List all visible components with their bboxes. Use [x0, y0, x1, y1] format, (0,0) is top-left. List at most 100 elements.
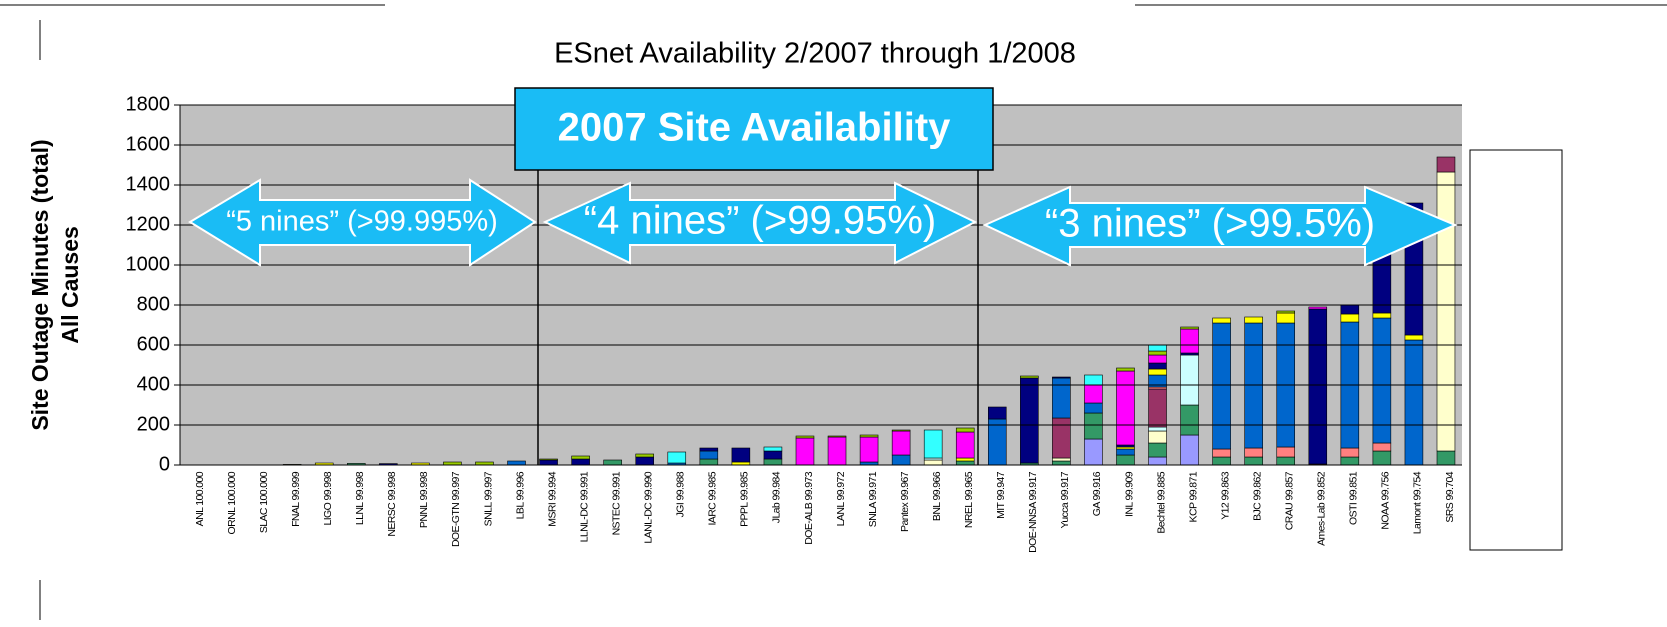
bar-segment	[827, 436, 847, 466]
chart-title: ESnet Availability 2/2007 through 1/2008	[554, 38, 1076, 70]
bar-segment	[571, 458, 590, 466]
bar-segment	[603, 459, 622, 466]
arrow-label: “3 nines” (>99.5%)	[1045, 202, 1375, 246]
bar-segment	[1436, 450, 1456, 466]
y-tick-label: 0	[159, 453, 170, 475]
x-tick-label: IARC 99.985	[707, 471, 719, 525]
y-axis-label: All Causes	[57, 226, 83, 344]
bar-segment	[1052, 376, 1071, 379]
bar-segment	[827, 435, 847, 438]
y-tick-label: 400	[137, 373, 170, 395]
bar-segment	[1180, 354, 1199, 406]
bar-segment	[1404, 334, 1424, 341]
arrow-label: “5 nines” (>99.995%)	[226, 206, 498, 238]
bar-segment	[1148, 430, 1167, 444]
y-tick-label: 200	[137, 413, 170, 435]
bar-segment	[1212, 317, 1231, 324]
bar-segment	[955, 460, 975, 466]
bar-segment	[1052, 457, 1071, 462]
bar-segment	[1244, 447, 1263, 458]
x-tick-label: MIT 99.947	[995, 471, 1007, 519]
bar-segment	[667, 451, 687, 464]
bar-segment	[699, 450, 719, 460]
bar-segment	[923, 429, 943, 459]
bar-segment	[1244, 456, 1263, 466]
x-tick-label: Yucca 99.917	[1059, 471, 1071, 528]
x-tick-label: PNNL 99.998	[418, 471, 430, 528]
bar-segment	[1052, 460, 1071, 466]
bar-segment	[1180, 434, 1199, 466]
bar-segment	[763, 458, 783, 466]
x-tick-label: BJC 99.862	[1251, 471, 1263, 521]
x-tick-label: SRS 99.704	[1444, 471, 1456, 522]
bar-segment	[1180, 404, 1199, 436]
bar-segment	[795, 437, 815, 466]
x-tick-label: BNL 99.966	[931, 471, 943, 521]
x-tick-label: KCP 99.871	[1187, 471, 1199, 522]
bar-segment	[1180, 328, 1199, 354]
bar-segment	[795, 435, 815, 439]
bar-segment	[1276, 456, 1295, 466]
x-tick-label: DOE-GTN 99.997	[450, 471, 462, 547]
bar-segment	[859, 434, 879, 438]
x-tick-label: LLNL 99.998	[354, 471, 366, 525]
y-tick-label: 600	[137, 333, 170, 355]
bar-segment	[988, 418, 1007, 466]
x-tick-label: JLab 99.984	[771, 471, 783, 523]
bar-segment	[988, 406, 1007, 420]
bar-segment	[1404, 339, 1424, 466]
x-tick-label: SNLL 99.997	[482, 471, 494, 526]
y-tick-label: 1000	[126, 253, 171, 275]
bar-segment	[1276, 312, 1295, 324]
bar-segment	[1148, 426, 1167, 432]
x-tick-label: SNLA 99.971	[867, 471, 879, 527]
bar-segment	[763, 446, 783, 452]
y-tick-label: 1400	[126, 173, 171, 195]
bar-segment	[699, 458, 719, 466]
bar-segment	[1372, 450, 1392, 466]
arrow	[542, 181, 978, 265]
bar-segment	[1308, 306, 1328, 310]
bar-segment	[1148, 354, 1167, 364]
bar-segment	[699, 447, 719, 452]
annotations: “5 nines” (>99.995%) “4 nines” (>99.95%)…	[188, 87, 1458, 465]
bar-segment	[1436, 156, 1456, 173]
x-tick-label: DOE-NNSA 99.917	[1027, 471, 1039, 553]
bar-segment	[1148, 344, 1167, 352]
bar-segment	[1180, 326, 1199, 330]
bar-segment	[507, 460, 526, 466]
y-tick-label: 1200	[126, 213, 171, 235]
bar-segment	[891, 429, 911, 432]
bar-segment	[891, 430, 911, 456]
bar-segment	[1020, 377, 1039, 464]
x-tick-label: Pantex 99.967	[899, 471, 911, 532]
bar-segment	[955, 457, 975, 462]
x-tick-label: NERSC 99.998	[386, 471, 398, 536]
bar-segment	[1148, 350, 1167, 356]
arrow-label: “4 nines” (>99.95%)	[584, 199, 936, 243]
x-tick-label: LANL 99.972	[835, 471, 847, 526]
bar-segment	[1116, 367, 1135, 372]
bar-segment	[955, 427, 975, 433]
bar-segment	[1148, 456, 1167, 466]
bar-segment	[1340, 313, 1360, 323]
bar-segment	[1372, 312, 1392, 319]
bar-segment	[731, 447, 751, 463]
bar-segment	[635, 453, 654, 458]
bar-segment	[1340, 456, 1360, 466]
bar-segment	[1084, 438, 1103, 466]
bar-segment	[1148, 368, 1167, 376]
title-box	[514, 87, 994, 171]
x-tick-label: GA 99.916	[1091, 471, 1103, 516]
bar-segment	[1084, 412, 1103, 440]
bar-segment	[891, 454, 911, 466]
bar-segment	[1372, 442, 1392, 452]
x-tick-label: FNAL 99.999	[290, 471, 302, 527]
bar-segment	[1244, 316, 1263, 324]
x-tick-label: DOE-ALB 99.973	[803, 471, 815, 544]
y-tick-label: 1600	[126, 133, 171, 155]
bar-segment	[1148, 388, 1167, 428]
bar-segment	[955, 431, 975, 459]
bar-segment	[1116, 454, 1135, 466]
bar-segment	[635, 456, 654, 466]
